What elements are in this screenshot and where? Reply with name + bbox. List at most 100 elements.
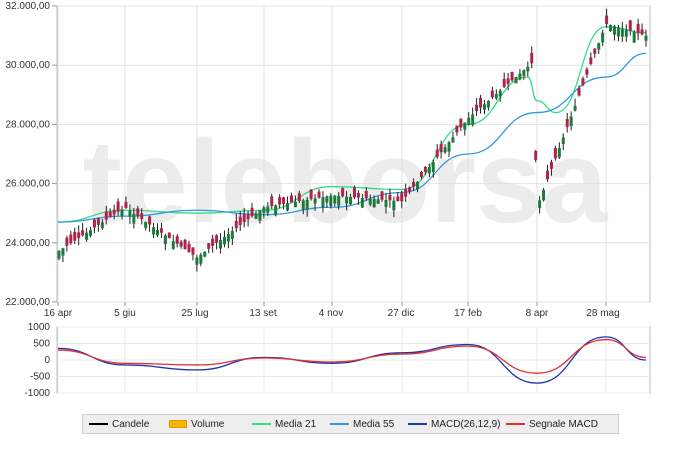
candle-body	[632, 32, 636, 43]
candle-body	[581, 78, 585, 86]
candle-body	[211, 238, 215, 246]
candle-body	[246, 214, 250, 220]
candle-body	[522, 70, 526, 77]
candle-body	[534, 151, 538, 160]
time-tick-label: 25 lug	[181, 308, 208, 319]
candle-body	[601, 32, 605, 43]
candle-body	[431, 162, 435, 173]
candle-body	[577, 88, 581, 96]
candle-body	[81, 230, 85, 236]
candle-body	[636, 23, 640, 34]
candle-body	[404, 188, 408, 197]
candle-body	[234, 220, 238, 229]
candle-body	[463, 122, 467, 130]
candle-body	[274, 205, 278, 216]
price-tick-label: 22.000,00	[6, 297, 51, 308]
candle-body	[163, 235, 167, 245]
candle-body	[640, 29, 644, 35]
candle-body	[278, 197, 282, 205]
candle-body	[230, 231, 234, 239]
candle-body	[250, 207, 254, 217]
candle-body	[514, 76, 518, 84]
legend-label: Volume	[191, 418, 225, 430]
candle-body	[616, 27, 620, 37]
candle-body	[538, 200, 542, 208]
candle-body	[494, 93, 498, 99]
legend-swatch	[252, 423, 271, 425]
candle-body	[341, 188, 345, 197]
candle-body	[502, 78, 506, 88]
candle-body	[609, 25, 613, 32]
candle-body	[459, 118, 463, 128]
candle-body	[175, 236, 179, 244]
legend-item: Media 55	[330, 419, 408, 430]
candle-body	[471, 114, 475, 125]
candle-body	[585, 69, 589, 75]
candle-body	[565, 119, 569, 127]
candle-body	[467, 117, 471, 125]
candle-body	[482, 104, 486, 110]
candle-body	[226, 234, 230, 242]
legend-label: Media 21	[275, 418, 317, 430]
legend-label: Segnale MACD	[529, 418, 598, 430]
candle-body	[77, 232, 81, 238]
price-tick-label: 30.000,00	[6, 60, 51, 71]
candle-body	[542, 189, 546, 201]
legend-item: Segnale MACD	[506, 419, 616, 430]
legend-label: Candele	[112, 418, 150, 430]
candle-body	[372, 199, 376, 208]
watermark-text: teleborsa	[83, 116, 609, 248]
candle-body	[317, 191, 321, 198]
candle-body	[573, 105, 577, 111]
time-tick-label: 17 feb	[454, 308, 482, 319]
candle-body	[455, 125, 459, 133]
candle-body	[530, 52, 534, 64]
macd-tick-label: 500	[33, 339, 50, 350]
candle-body	[191, 247, 195, 255]
candle-body	[451, 137, 455, 143]
candle-body	[285, 203, 289, 211]
candle-body	[266, 206, 270, 213]
candle-body	[65, 237, 69, 246]
candle-body	[380, 191, 384, 200]
candle-body	[376, 199, 380, 204]
series-line-segnale-macd	[57, 338, 647, 374]
candle-body	[325, 196, 329, 203]
macd-tick-label: -500	[30, 372, 50, 383]
legend-swatch	[330, 423, 349, 425]
candle-body	[337, 196, 341, 206]
candle-body	[423, 166, 427, 172]
candle-body	[132, 213, 136, 224]
candle-body	[333, 195, 337, 204]
candle-body	[140, 213, 144, 219]
candle-body	[593, 48, 597, 54]
legend-swatch	[169, 420, 187, 428]
candle-body	[57, 251, 61, 259]
candle-body	[443, 147, 447, 153]
candle-body	[199, 254, 203, 264]
candle-body	[427, 167, 431, 174]
candle-body	[309, 189, 313, 200]
candle-body	[479, 97, 483, 108]
candle-body	[207, 243, 211, 249]
candle-body	[203, 251, 207, 257]
candle-body	[510, 71, 514, 81]
candle-body	[215, 235, 219, 243]
candle-body	[270, 196, 274, 206]
time-tick-label: 27 dic	[388, 308, 415, 319]
candle-body	[120, 209, 124, 217]
candle-body	[238, 216, 242, 226]
candle-body	[183, 239, 187, 250]
candlestick-series	[57, 8, 648, 272]
candle-body	[526, 66, 530, 72]
candle-body	[152, 227, 156, 235]
macd-tick-label: 1000	[28, 322, 51, 333]
candle-body	[486, 100, 490, 108]
candle-body	[108, 211, 112, 218]
macd-tick-label: 0	[44, 355, 50, 366]
candle-body	[360, 198, 364, 208]
candle-body	[329, 195, 333, 207]
price-tick-label: 26.000,00	[6, 179, 51, 190]
legend: Candele Volume Media 21 Media 55 MACD(26,12,…	[82, 414, 619, 434]
